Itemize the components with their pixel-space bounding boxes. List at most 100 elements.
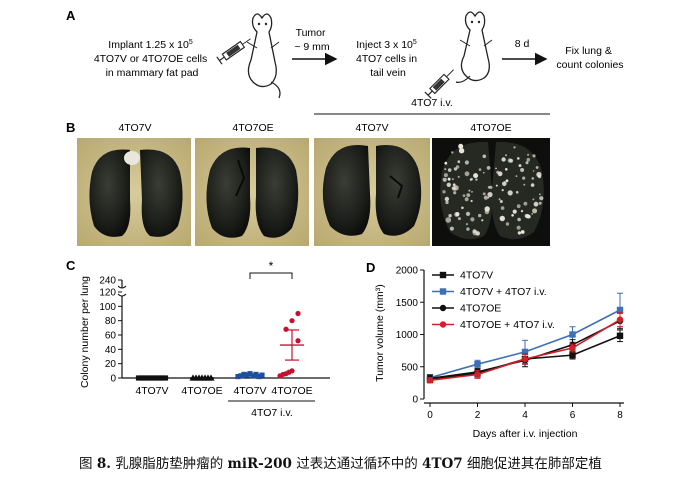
- colony-spot: [520, 168, 525, 172]
- lung-label-4: 4TO7OE: [470, 122, 511, 134]
- panel-c-letter: C: [66, 258, 76, 273]
- colony-spot: [457, 160, 461, 164]
- colony-spot: [445, 217, 452, 223]
- colony-spot: [511, 214, 514, 217]
- mouse-syringe-icon: [216, 13, 281, 99]
- c-data-point: [162, 375, 169, 381]
- colony-spot: [464, 197, 469, 202]
- colony-spot: [451, 178, 454, 181]
- colony-spot: [478, 213, 482, 218]
- colony-spot: [451, 151, 454, 154]
- c-data-point: [247, 371, 253, 377]
- d-x-tick-label: 8: [617, 410, 623, 421]
- colony-spot: [482, 154, 487, 159]
- panel-b-bracket-label: 4TO7 i.v.: [411, 97, 453, 109]
- panel-d-xlabel: Days after i.v. injection: [473, 428, 578, 440]
- colony-spot: [527, 153, 530, 156]
- d-legend-marker: [439, 321, 447, 328]
- figure-caption: 图 8. 乳腺脂肪垫肿瘤的 miR-200 过表达通过循环中的 4TO7 细胞促…: [0, 452, 681, 472]
- panel-c: C Colony number per lung 0 20 40 60 80 100 120…: [66, 258, 330, 419]
- colony-spot: [505, 179, 509, 183]
- c-y-tick-label: 120: [99, 288, 116, 299]
- colony-spot: [517, 231, 522, 235]
- d-x-tick-label: 4: [522, 410, 528, 421]
- colony-spot: [520, 230, 525, 234]
- colony-spot: [475, 178, 478, 181]
- colony-spot: [487, 196, 490, 199]
- colony-spot: [532, 170, 535, 172]
- d-y-tick-label: 1500: [396, 298, 419, 309]
- d-y-tick-label: 1000: [396, 330, 419, 341]
- lung-photo-4to7oe: [195, 138, 309, 246]
- d-legend-marker: [439, 288, 447, 295]
- lung-label-3: 4TO7V: [355, 122, 388, 134]
- colony-spot: [453, 191, 457, 195]
- step3-text: Fix lung & count colonies: [556, 45, 623, 71]
- colony-spot: [462, 194, 466, 198]
- colony-spot: [539, 196, 544, 201]
- d-y-tick-label: 500: [401, 362, 418, 373]
- caption-cell: 4TO7: [422, 456, 463, 472]
- colony-spot: [531, 213, 534, 215]
- d-x-tick-label: 0: [427, 410, 433, 421]
- colony-spot: [445, 200, 449, 205]
- d-legend-marker: [439, 271, 447, 279]
- mouse-tail-injection-icon: [424, 11, 493, 99]
- c-data-point: [238, 373, 244, 379]
- colony-spot: [515, 175, 518, 178]
- d-x-tick-label: 2: [475, 410, 481, 421]
- significance-bracket: [249, 272, 293, 279]
- colony-spot: [472, 230, 478, 236]
- colony-spot: [507, 158, 513, 163]
- colony-spot: [516, 204, 521, 209]
- colony-spot: [466, 193, 471, 198]
- c-axis-break: [117, 285, 127, 289]
- lung-label-2: 4TO7OE: [232, 122, 273, 134]
- d-y-tick-label: 0: [412, 395, 418, 406]
- colony-spot: [500, 206, 505, 210]
- colony-spot: [444, 161, 448, 165]
- caption-number: 8.: [96, 456, 111, 472]
- colony-spot: [513, 146, 516, 149]
- colony-spot: [483, 195, 488, 200]
- arrow1-label: Tumor ~ 9 mm: [294, 27, 330, 53]
- c-y-tick-label: 100: [99, 302, 116, 313]
- colony-spot: [447, 168, 452, 172]
- colony-spot: [495, 184, 498, 187]
- c-y-tick-label: 240: [99, 276, 116, 287]
- tumor-volume-line-chart: 0 500 1000 1500 2000 0 2 4 6 8 4TO7V 4TO7V + 4TO7 i…: [396, 266, 624, 421]
- colony-spot: [458, 143, 464, 149]
- colony-spot: [507, 190, 513, 196]
- d-y-tick-label: 2000: [396, 266, 419, 277]
- colony-spot: [448, 214, 452, 218]
- colony-spot: [464, 171, 470, 177]
- panel-b: B 4TO7 i.v. 4TO7V 4TO7OE 4TO7V 4TO7OE: [66, 97, 550, 246]
- panel-d-ylabel: Tumor volume (mm³): [374, 284, 386, 382]
- c-category-label: 4TO7OE: [271, 385, 312, 397]
- step1-text: Implant 1.25 x 105 4TO7V or 4TO7OE cells…: [94, 35, 210, 79]
- colony-spot: [470, 199, 473, 203]
- caption-mirna: miR-200: [227, 456, 292, 472]
- d-data-point: [521, 348, 529, 356]
- colony-spot: [464, 160, 469, 165]
- colony-spot: [457, 175, 460, 178]
- c-data-point: [256, 373, 262, 380]
- colony-spot: [505, 154, 507, 157]
- colony-spot: [530, 183, 535, 187]
- colony-spot: [458, 148, 465, 154]
- colony-spot: [516, 225, 521, 230]
- d-data-point: [616, 306, 624, 314]
- panel-d-letter: D: [366, 260, 375, 275]
- colony-spot: [532, 154, 536, 158]
- colony-spot: [522, 176, 526, 180]
- colony-spot: [455, 165, 460, 169]
- d-data-point: [569, 351, 576, 359]
- d-legend-label: 4TO7OE: [460, 303, 501, 315]
- colony-spot: [501, 157, 506, 162]
- colony-spot: [497, 171, 503, 177]
- colony-spot: [468, 189, 471, 192]
- colony-spot: [525, 214, 530, 219]
- lung-label-1: 4TO7V: [118, 122, 151, 134]
- colony-spot: [452, 183, 456, 187]
